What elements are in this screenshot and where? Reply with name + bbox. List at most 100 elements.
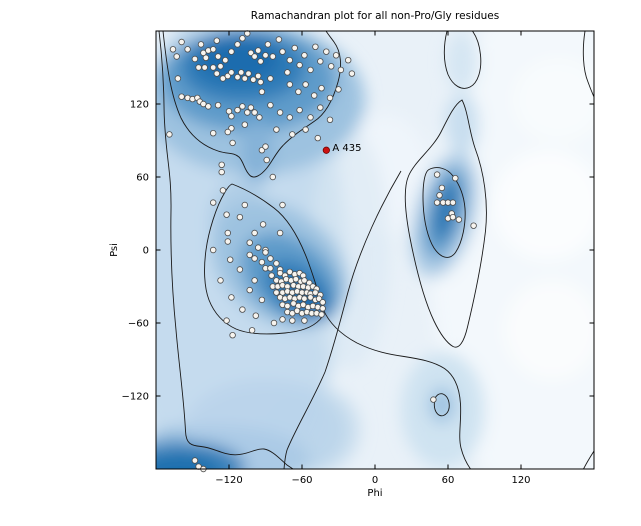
scatter-point <box>214 53 222 60</box>
scatter-point <box>268 272 275 279</box>
scatter-point <box>228 112 235 120</box>
scatter-point <box>256 114 263 121</box>
scatter-point <box>302 126 309 133</box>
scatter-point <box>250 76 257 83</box>
tick-label: 0 <box>372 475 378 486</box>
scatter-point <box>264 41 272 48</box>
contour-far-right <box>582 31 594 98</box>
scatter-point <box>205 103 212 110</box>
scatter-point <box>290 300 297 307</box>
scatter-point <box>286 114 293 121</box>
scatter-point <box>237 69 245 76</box>
scatter-point <box>234 73 241 81</box>
scatter-point <box>209 64 217 71</box>
tick-label: 120 <box>511 475 530 486</box>
tick-label: 120 <box>130 100 149 111</box>
scatter-point <box>323 48 330 55</box>
scatter-point <box>262 249 269 256</box>
scatter-point <box>223 317 230 324</box>
tick-labels: −120 −60 0 60 120 −120 −60 0 60 120 <box>122 100 531 487</box>
scatter-point <box>228 69 235 76</box>
scatter-point <box>257 78 264 86</box>
scatter-point <box>228 294 235 301</box>
scatter-point <box>257 58 264 65</box>
tick-label: −60 <box>128 319 149 330</box>
scatter-point <box>328 63 335 70</box>
scatter-point <box>241 75 248 82</box>
scatter-point <box>247 104 255 111</box>
scatter-point <box>301 52 308 59</box>
scatter-point <box>289 317 296 324</box>
scatter-point <box>202 54 210 61</box>
scatter-point <box>234 106 241 114</box>
scatter-point <box>267 265 274 272</box>
scatter-points <box>166 30 477 473</box>
density-shading <box>156 31 594 469</box>
scatter-point <box>293 307 301 314</box>
scatter-point <box>224 229 231 237</box>
scatter-point <box>332 52 340 59</box>
scatter-point <box>433 171 441 178</box>
tick-label: 60 <box>136 173 149 184</box>
scatter-point <box>279 48 286 55</box>
scatter-point <box>226 256 234 263</box>
scatter-point <box>279 316 286 323</box>
scatter-point <box>191 55 199 63</box>
scatter-point <box>262 52 269 59</box>
scatter-point <box>252 312 259 319</box>
scatter-point <box>209 129 217 137</box>
scatter-point <box>201 64 208 71</box>
scatter-point <box>273 289 280 296</box>
tick-label: −120 <box>215 475 242 486</box>
scatter-point <box>276 269 284 277</box>
scatter-point <box>262 143 269 150</box>
scatter-point <box>326 116 334 123</box>
scatter-point <box>229 332 236 339</box>
scatter-point <box>209 246 217 254</box>
scatter-point <box>195 64 202 71</box>
scatter-point <box>318 84 325 92</box>
scatter-point <box>436 192 443 199</box>
scatter-point <box>470 222 477 229</box>
scatter-point <box>178 38 185 46</box>
scatter-point <box>433 199 441 206</box>
scatter-point <box>311 92 318 99</box>
scatter-point <box>307 114 314 121</box>
scatter-point <box>296 106 303 114</box>
scatter-point <box>319 305 326 312</box>
scatter-point <box>275 36 283 43</box>
scatter-point <box>317 58 324 65</box>
scatter-point <box>214 101 222 109</box>
tick-label: 60 <box>442 475 455 486</box>
scatter-point <box>286 81 293 88</box>
scatter-point <box>239 306 246 313</box>
y-axis-label: Psi <box>109 243 120 257</box>
scatter-point <box>229 139 236 147</box>
contour-outer-left <box>158 31 294 469</box>
scatter-point <box>197 41 205 48</box>
scatter-point <box>296 61 303 69</box>
scatter-point <box>319 299 326 306</box>
scatter-point <box>248 327 256 334</box>
scatter-point <box>245 70 252 77</box>
scatter-point <box>267 101 274 109</box>
chart-title: Ramachandran plot for all non-Pro/Gly re… <box>251 10 499 22</box>
scatter-point <box>246 251 253 259</box>
scatter-point <box>259 221 267 228</box>
scatter-point <box>191 457 199 464</box>
scatter-point <box>337 66 345 74</box>
scatter-point <box>174 75 182 82</box>
scatter-point <box>169 46 177 53</box>
scatter-point <box>258 259 266 266</box>
scatter-point <box>241 121 248 128</box>
tick-label: 0 <box>143 246 149 257</box>
scatter-point <box>173 53 180 60</box>
contour-center-sweep <box>283 170 402 469</box>
scatter-point <box>348 70 356 77</box>
scatter-point <box>219 187 227 194</box>
scatter-point <box>318 311 325 318</box>
scatter-point <box>291 44 298 52</box>
scatter-point <box>239 103 246 110</box>
scatter-point <box>246 239 253 246</box>
